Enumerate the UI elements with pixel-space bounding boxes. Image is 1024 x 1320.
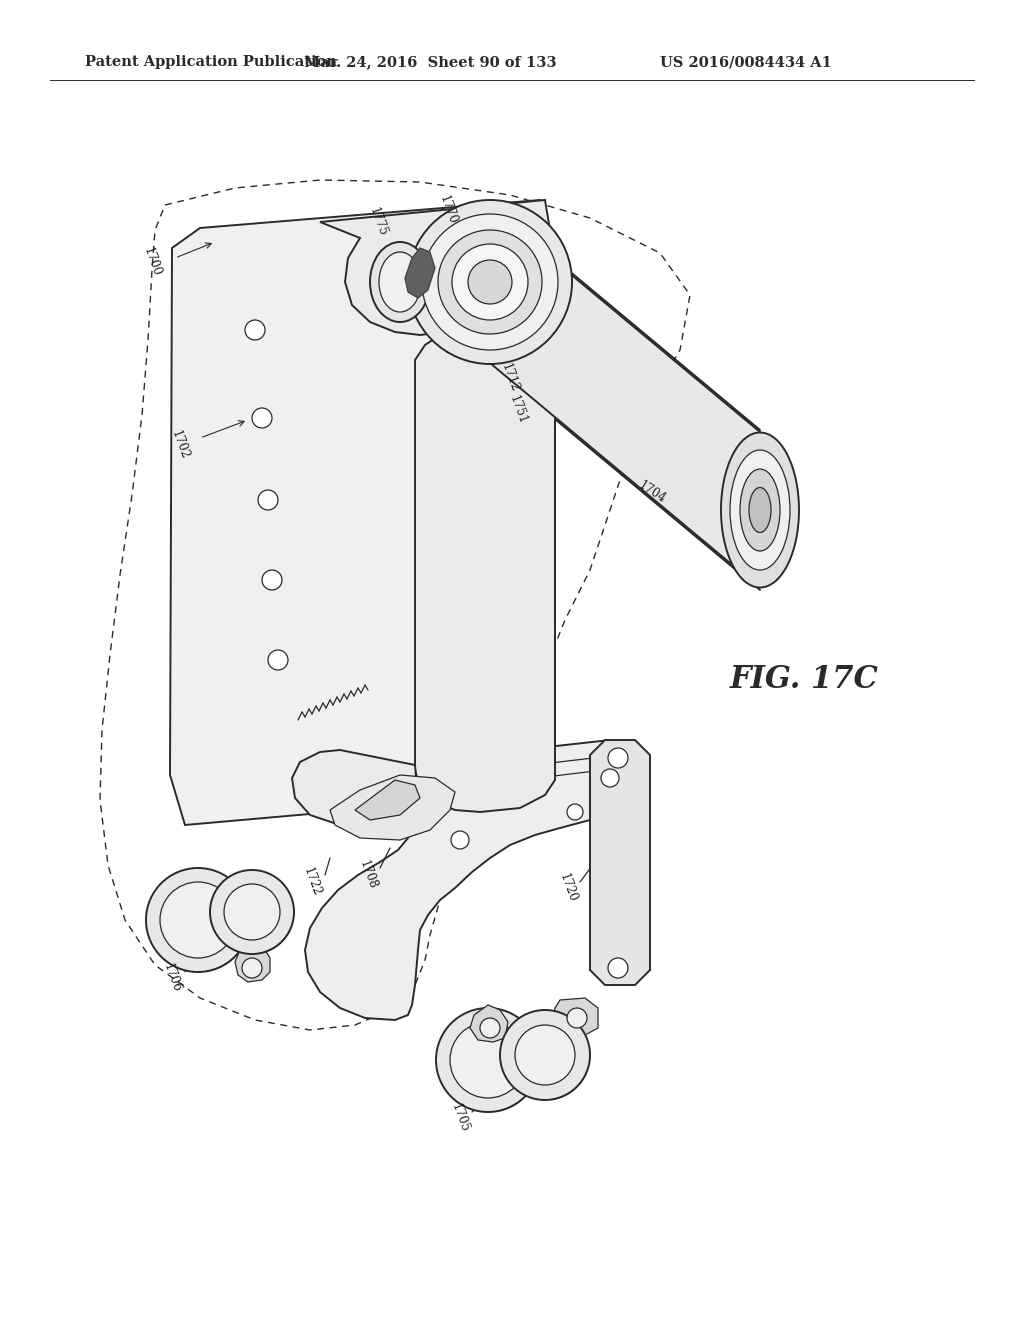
Polygon shape — [415, 310, 555, 812]
Circle shape — [452, 244, 528, 319]
Text: 1700: 1700 — [140, 246, 163, 279]
Ellipse shape — [730, 450, 790, 570]
Text: 1751: 1751 — [507, 393, 529, 426]
Polygon shape — [305, 741, 632, 1020]
Circle shape — [146, 869, 250, 972]
Circle shape — [601, 770, 618, 787]
Text: 1722: 1722 — [301, 866, 324, 898]
Text: US 2016/0084434 A1: US 2016/0084434 A1 — [660, 55, 831, 69]
Circle shape — [567, 1008, 587, 1028]
Circle shape — [224, 884, 280, 940]
Circle shape — [608, 748, 628, 768]
Circle shape — [245, 319, 265, 341]
Circle shape — [252, 408, 272, 428]
Ellipse shape — [721, 433, 799, 587]
Circle shape — [160, 882, 236, 958]
Polygon shape — [355, 780, 420, 820]
Text: 1705: 1705 — [449, 1102, 471, 1134]
Circle shape — [567, 804, 583, 820]
Ellipse shape — [370, 242, 430, 322]
Circle shape — [500, 1010, 590, 1100]
Circle shape — [408, 201, 572, 364]
Text: Patent Application Publication: Patent Application Publication — [85, 55, 337, 69]
Circle shape — [242, 958, 262, 978]
Circle shape — [515, 1026, 575, 1085]
Circle shape — [210, 870, 294, 954]
Text: 1706: 1706 — [161, 962, 183, 994]
Circle shape — [262, 570, 282, 590]
Text: 1708: 1708 — [356, 859, 379, 891]
Polygon shape — [234, 939, 270, 982]
Circle shape — [268, 649, 288, 671]
Text: Mar. 24, 2016  Sheet 90 of 133: Mar. 24, 2016 Sheet 90 of 133 — [304, 55, 556, 69]
Text: 1702: 1702 — [169, 429, 191, 461]
Polygon shape — [590, 741, 650, 985]
Circle shape — [451, 832, 469, 849]
Polygon shape — [330, 775, 455, 840]
Polygon shape — [406, 248, 435, 298]
Text: 1770: 1770 — [437, 194, 459, 226]
Polygon shape — [170, 201, 555, 825]
Circle shape — [450, 1022, 526, 1098]
Circle shape — [468, 260, 512, 304]
Ellipse shape — [740, 469, 780, 550]
Ellipse shape — [379, 252, 421, 312]
Polygon shape — [470, 1005, 508, 1041]
Text: 1704: 1704 — [636, 478, 668, 506]
Polygon shape — [552, 998, 598, 1035]
Text: 1775: 1775 — [367, 206, 389, 238]
Circle shape — [480, 1018, 500, 1038]
Text: 1712: 1712 — [499, 362, 521, 395]
Circle shape — [436, 1008, 540, 1111]
Text: 1720: 1720 — [557, 871, 580, 904]
Polygon shape — [292, 750, 418, 828]
Ellipse shape — [749, 487, 771, 532]
Polygon shape — [490, 207, 760, 587]
Circle shape — [258, 490, 278, 510]
Circle shape — [438, 230, 542, 334]
Polygon shape — [319, 201, 555, 335]
Circle shape — [422, 214, 558, 350]
Circle shape — [608, 958, 628, 978]
Text: FIG. 17C: FIG. 17C — [730, 664, 879, 696]
